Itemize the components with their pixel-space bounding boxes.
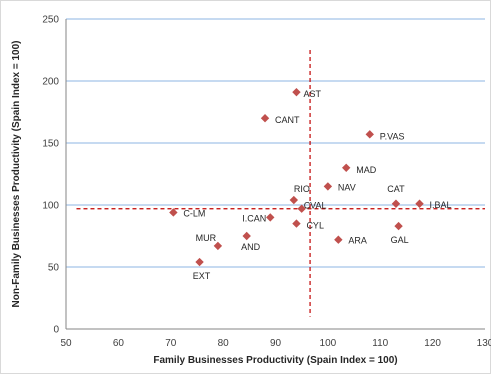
- y-tick-label: 0: [53, 325, 59, 336]
- x-tick-label: 70: [165, 338, 177, 349]
- x-tick-label: 100: [320, 338, 337, 349]
- y-tick-label: 150: [42, 139, 59, 150]
- point-label-cval: CVAL: [304, 201, 327, 211]
- point-label-rio: RIO: [294, 184, 310, 194]
- x-tick-label: 120: [424, 338, 441, 349]
- y-tick-label: 250: [42, 15, 59, 26]
- point-label-ast: AST: [303, 89, 321, 99]
- reference-lines: [76, 50, 485, 317]
- data-point-gal: [394, 221, 403, 231]
- point-label-nav: NAV: [338, 182, 356, 192]
- x-tick-label: 60: [113, 338, 125, 349]
- x-tick-label: 90: [270, 338, 282, 349]
- data-point-ext: [195, 257, 204, 267]
- y-axis-title: Non-Family Businesses Productivity (Spai…: [11, 40, 22, 307]
- y-tick-label: 200: [42, 77, 59, 88]
- x-tick-label: 130: [477, 338, 491, 349]
- data-point-i-bal: [415, 199, 424, 208]
- point-label-mad: MAD: [356, 165, 377, 175]
- y-tick-label: 100: [42, 201, 59, 212]
- data-point-cyl: [292, 219, 301, 228]
- point-label-c-lm: C-LM: [183, 208, 205, 218]
- point-label-ext: EXT: [193, 271, 211, 281]
- point-label-cyl: CYL: [306, 221, 324, 231]
- x-tick-label: 50: [60, 338, 72, 349]
- y-tick-label: 50: [48, 263, 60, 274]
- data-point-rio: [289, 195, 299, 205]
- point-label-cat: CAT: [387, 184, 405, 194]
- data-point-p-vas: [365, 130, 374, 139]
- point-label-and: AND: [241, 242, 261, 252]
- axes: [65, 19, 485, 330]
- point-label-cant: CANT: [275, 115, 300, 125]
- point-label-i-bal: I.BAL: [430, 200, 452, 210]
- data-point-cat: [391, 199, 401, 208]
- point-label-p-vas: P.VAS: [380, 131, 405, 141]
- data-points: [169, 87, 424, 267]
- data-point-and: [242, 231, 251, 241]
- data-point-nav: [323, 182, 333, 191]
- x-axis-title: Family Businesses Productivity (Spain In…: [153, 355, 397, 366]
- point-label-i-can: I.CAN: [242, 213, 266, 223]
- data-point-i-can: [266, 213, 275, 222]
- data-point-ara: [334, 235, 343, 244]
- data-point-c-lm: [169, 208, 178, 217]
- data-point-cval: [297, 204, 306, 213]
- data-point-cant: [260, 114, 270, 123]
- point-label-gal: GAL: [391, 235, 409, 245]
- x-tick-label: 80: [218, 338, 230, 349]
- data-point-mad: [342, 163, 351, 172]
- data-point-mur: [213, 241, 223, 251]
- x-tick-label: 110: [372, 338, 388, 349]
- point-label-mur: MUR: [196, 233, 217, 243]
- point-label-ara: ARA: [348, 236, 367, 246]
- gridlines: [66, 18, 485, 268]
- data-point-ast: [292, 87, 301, 97]
